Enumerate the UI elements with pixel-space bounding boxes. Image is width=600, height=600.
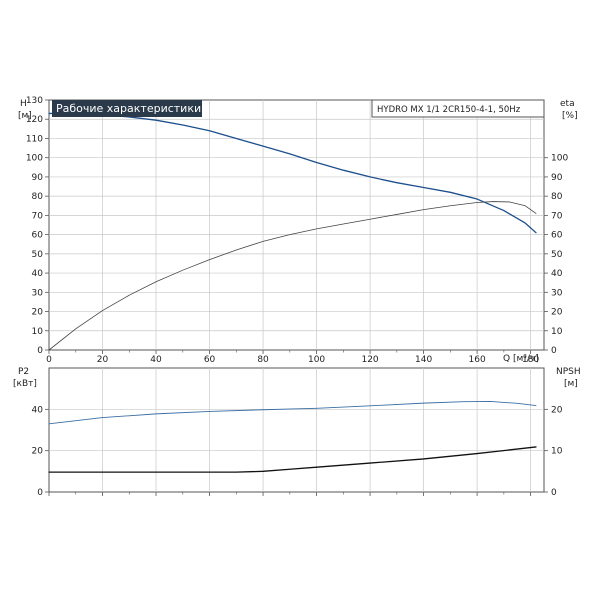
main-ticks: 0 20 40 60 80 100 120 140 160 1800102030405060708… <box>26 96 569 365</box>
x-tick-label: 20 <box>97 355 109 365</box>
bottom-plot-frame <box>48 367 545 493</box>
model-box <box>371 99 545 118</box>
bottom-grid <box>49 368 544 492</box>
y-left-tick-label: 40 <box>32 405 44 415</box>
y-right-tick-label: 50 <box>551 250 563 260</box>
y-right-tick-label: 80 <box>551 192 563 202</box>
efficiency-curve <box>48 201 537 351</box>
chart-title: Рабочие характеристики <box>56 102 201 115</box>
x-tick-label: 180 <box>522 355 539 365</box>
y-right-tick-label: 20 <box>551 405 563 415</box>
x-tick-label: 60 <box>204 355 216 365</box>
y-right-tick-label: 20 <box>551 308 563 318</box>
y-left-tick-label: 80 <box>32 192 44 202</box>
y-left-tick-label: 40 <box>32 269 44 279</box>
y-right-tick-label: 40 <box>551 269 563 279</box>
flow-axis-label: Q [м³/ч] <box>503 354 539 364</box>
head-axis-unit: [м] <box>18 111 32 121</box>
y-left-tick-label: 110 <box>26 134 43 144</box>
x-tick-label: 140 <box>415 355 432 365</box>
y-left-tick-label: 30 <box>32 288 44 298</box>
bottom-ticks: 0 20 40 0 10 20 <box>32 405 563 498</box>
x-tick-label: 40 <box>150 355 162 365</box>
y-right-tick-label: 0 <box>551 346 557 356</box>
y-left-tick-label: 120 <box>26 115 43 125</box>
y-right-tick-label: 10 <box>551 327 563 337</box>
y-left-tick-label: 50 <box>32 250 44 260</box>
y-left-tick-label: 60 <box>32 231 44 241</box>
y-right-tick-label: 30 <box>551 288 563 298</box>
bottom-panel: 0 20 40 0 10 20 P2 [кВт] NPSH [м] <box>13 367 581 498</box>
x-tick-label: 160 <box>469 355 486 365</box>
title-box <box>52 100 202 117</box>
bottom-series <box>48 401 537 473</box>
y-left-tick-label: 100 <box>26 154 43 164</box>
head-curve <box>48 112 537 234</box>
main-grid <box>49 100 544 350</box>
y-left-tick-label: 0 <box>37 346 43 356</box>
main-panel: 0 20 40 60 80 100 120 140 160 1800102030405060708… <box>18 96 578 365</box>
x-tick-label: 120 <box>361 355 378 365</box>
x-tick-label: 0 <box>46 355 52 365</box>
y-left-tick-label: 0 <box>37 488 43 498</box>
npsh-curve <box>48 446 537 473</box>
y-left-tick-label: 90 <box>32 173 44 183</box>
y-right-tick-label: 90 <box>551 173 563 183</box>
main-series <box>48 112 537 351</box>
npsh-axis-label: NPSH <box>556 367 581 377</box>
npsh-axis-unit: [м] <box>564 379 578 389</box>
y-right-tick-label: 10 <box>551 447 563 457</box>
eta-axis-unit: [%] <box>562 111 578 121</box>
head-axis-label: H <box>20 99 27 109</box>
y-right-tick-label: 0 <box>551 488 557 498</box>
y-right-tick-label: 60 <box>551 231 563 241</box>
model-label: HYDRO MX 1/1 2CR150-4-1, 50Hz <box>377 105 521 115</box>
y-left-tick-label: 20 <box>32 308 44 318</box>
y-left-tick-label: 10 <box>32 327 44 337</box>
y-left-tick-label: 20 <box>32 447 44 457</box>
p2-axis-label: P2 <box>18 367 29 377</box>
x-tick-label: 100 <box>308 355 325 365</box>
y-left-tick-label: 130 <box>26 96 43 106</box>
eta-axis-label: eta <box>560 99 575 109</box>
y-left-tick-label: 70 <box>32 211 44 221</box>
main-plot-frame <box>48 99 545 351</box>
y-right-tick-label: 100 <box>551 154 568 164</box>
p2-axis-unit: [кВт] <box>13 379 37 389</box>
y-right-tick-label: 70 <box>551 211 563 221</box>
p2-power-curve <box>48 401 537 425</box>
x-tick-label: 80 <box>257 355 269 365</box>
